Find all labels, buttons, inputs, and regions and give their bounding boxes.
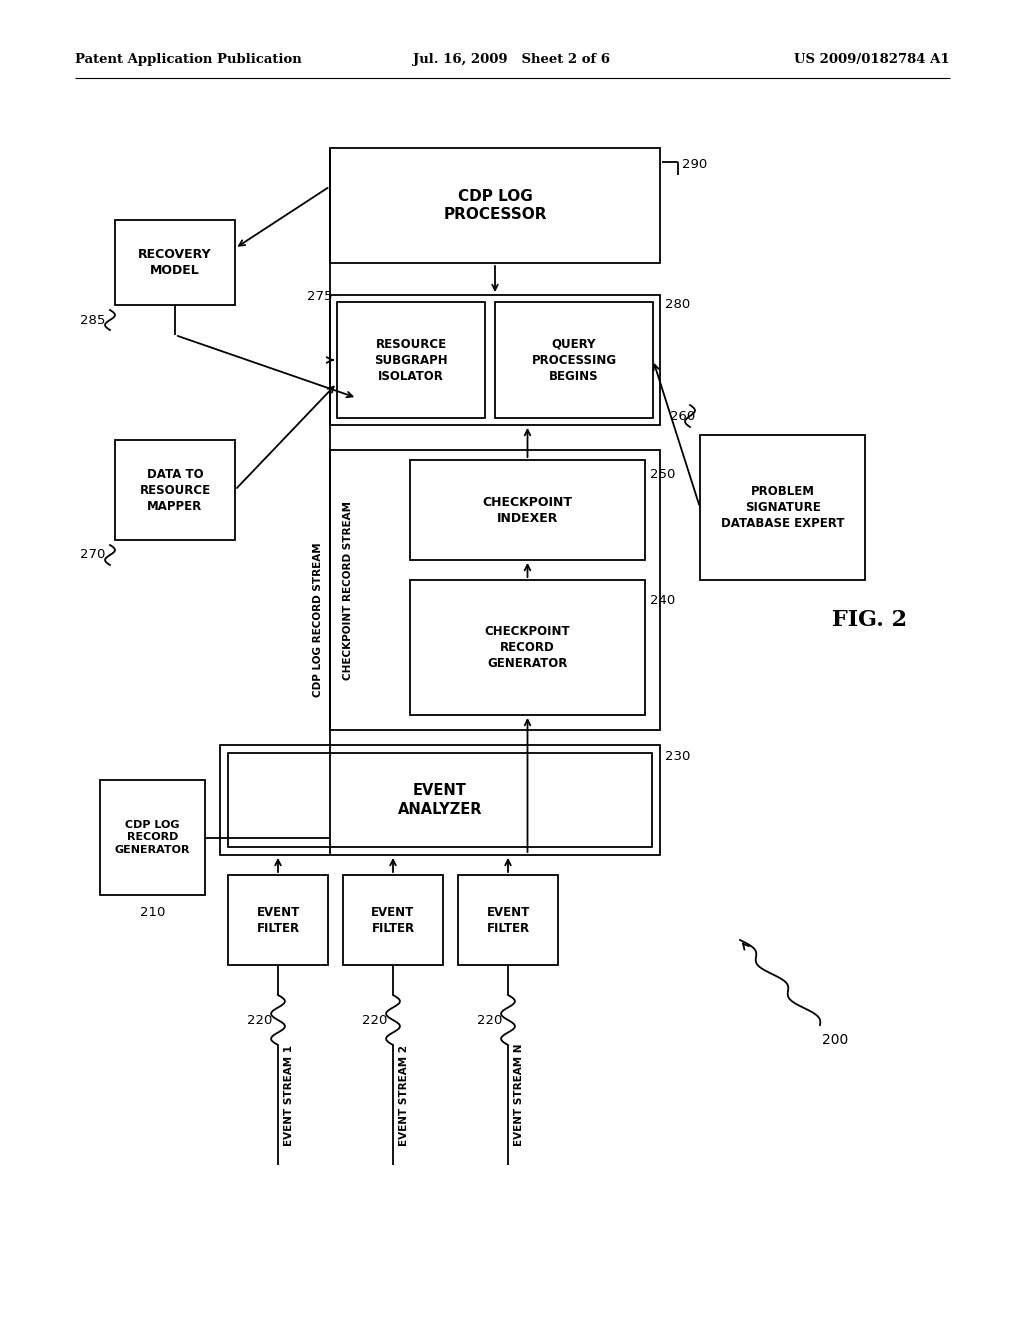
Text: 270: 270 xyxy=(80,549,105,561)
Text: EVENT
FILTER: EVENT FILTER xyxy=(256,906,300,935)
Bar xyxy=(337,302,485,418)
Bar xyxy=(495,302,653,418)
Bar xyxy=(330,148,660,263)
Text: CDP LOG
PROCESSOR: CDP LOG PROCESSOR xyxy=(443,189,547,222)
Bar xyxy=(228,752,652,847)
Bar xyxy=(228,875,328,965)
Text: EVENT STREAM 2: EVENT STREAM 2 xyxy=(399,1044,409,1146)
Text: CHECKPOINT
RECORD
GENERATOR: CHECKPOINT RECORD GENERATOR xyxy=(484,624,570,671)
Text: FIG. 2: FIG. 2 xyxy=(833,609,907,631)
Text: EVENT
ANALYZER: EVENT ANALYZER xyxy=(397,783,482,817)
Text: CDP LOG RECORD STREAM: CDP LOG RECORD STREAM xyxy=(313,543,323,697)
Bar xyxy=(115,220,234,305)
Text: RESOURCE
SUBGRAPH
ISOLATOR: RESOURCE SUBGRAPH ISOLATOR xyxy=(374,338,447,383)
Text: 210: 210 xyxy=(140,907,165,920)
Text: 290: 290 xyxy=(682,158,708,172)
Text: RECOVERY
MODEL: RECOVERY MODEL xyxy=(138,248,212,277)
Text: EVENT STREAM 1: EVENT STREAM 1 xyxy=(284,1044,294,1146)
Text: 220: 220 xyxy=(362,1014,388,1027)
Text: 230: 230 xyxy=(665,751,690,763)
Bar xyxy=(410,579,645,715)
Text: EVENT
FILTER: EVENT FILTER xyxy=(372,906,415,935)
Text: 275: 275 xyxy=(306,290,332,304)
Bar xyxy=(343,875,443,965)
Text: CHECKPOINT RECORD STREAM: CHECKPOINT RECORD STREAM xyxy=(343,500,353,680)
Text: QUERY
PROCESSING
BEGINS: QUERY PROCESSING BEGINS xyxy=(531,338,616,383)
Text: DATA TO
RESOURCE
MAPPER: DATA TO RESOURCE MAPPER xyxy=(139,467,211,512)
Text: CHECKPOINT
INDEXER: CHECKPOINT INDEXER xyxy=(482,495,572,524)
Text: 240: 240 xyxy=(650,594,675,606)
Bar xyxy=(100,780,205,895)
Text: 220: 220 xyxy=(477,1014,503,1027)
Bar xyxy=(330,294,660,425)
Text: Patent Application Publication: Patent Application Publication xyxy=(75,54,302,66)
Text: US 2009/0182784 A1: US 2009/0182784 A1 xyxy=(795,54,950,66)
Bar xyxy=(700,436,865,579)
Bar xyxy=(330,450,660,730)
Bar xyxy=(458,875,558,965)
Bar xyxy=(220,744,660,855)
Bar xyxy=(115,440,234,540)
Text: EVENT STREAM N: EVENT STREAM N xyxy=(514,1044,524,1146)
Text: Jul. 16, 2009   Sheet 2 of 6: Jul. 16, 2009 Sheet 2 of 6 xyxy=(414,54,610,66)
Text: 280: 280 xyxy=(665,298,690,312)
Bar xyxy=(410,459,645,560)
Text: 250: 250 xyxy=(650,469,676,482)
Text: 200: 200 xyxy=(822,1034,848,1047)
Text: 260: 260 xyxy=(670,411,695,424)
Text: 285: 285 xyxy=(80,314,105,326)
Text: 220: 220 xyxy=(248,1014,272,1027)
Text: PROBLEM
SIGNATURE
DATABASE EXPERT: PROBLEM SIGNATURE DATABASE EXPERT xyxy=(721,484,844,531)
Text: CDP LOG
RECORD
GENERATOR: CDP LOG RECORD GENERATOR xyxy=(115,820,190,855)
Text: EVENT
FILTER: EVENT FILTER xyxy=(486,906,529,935)
